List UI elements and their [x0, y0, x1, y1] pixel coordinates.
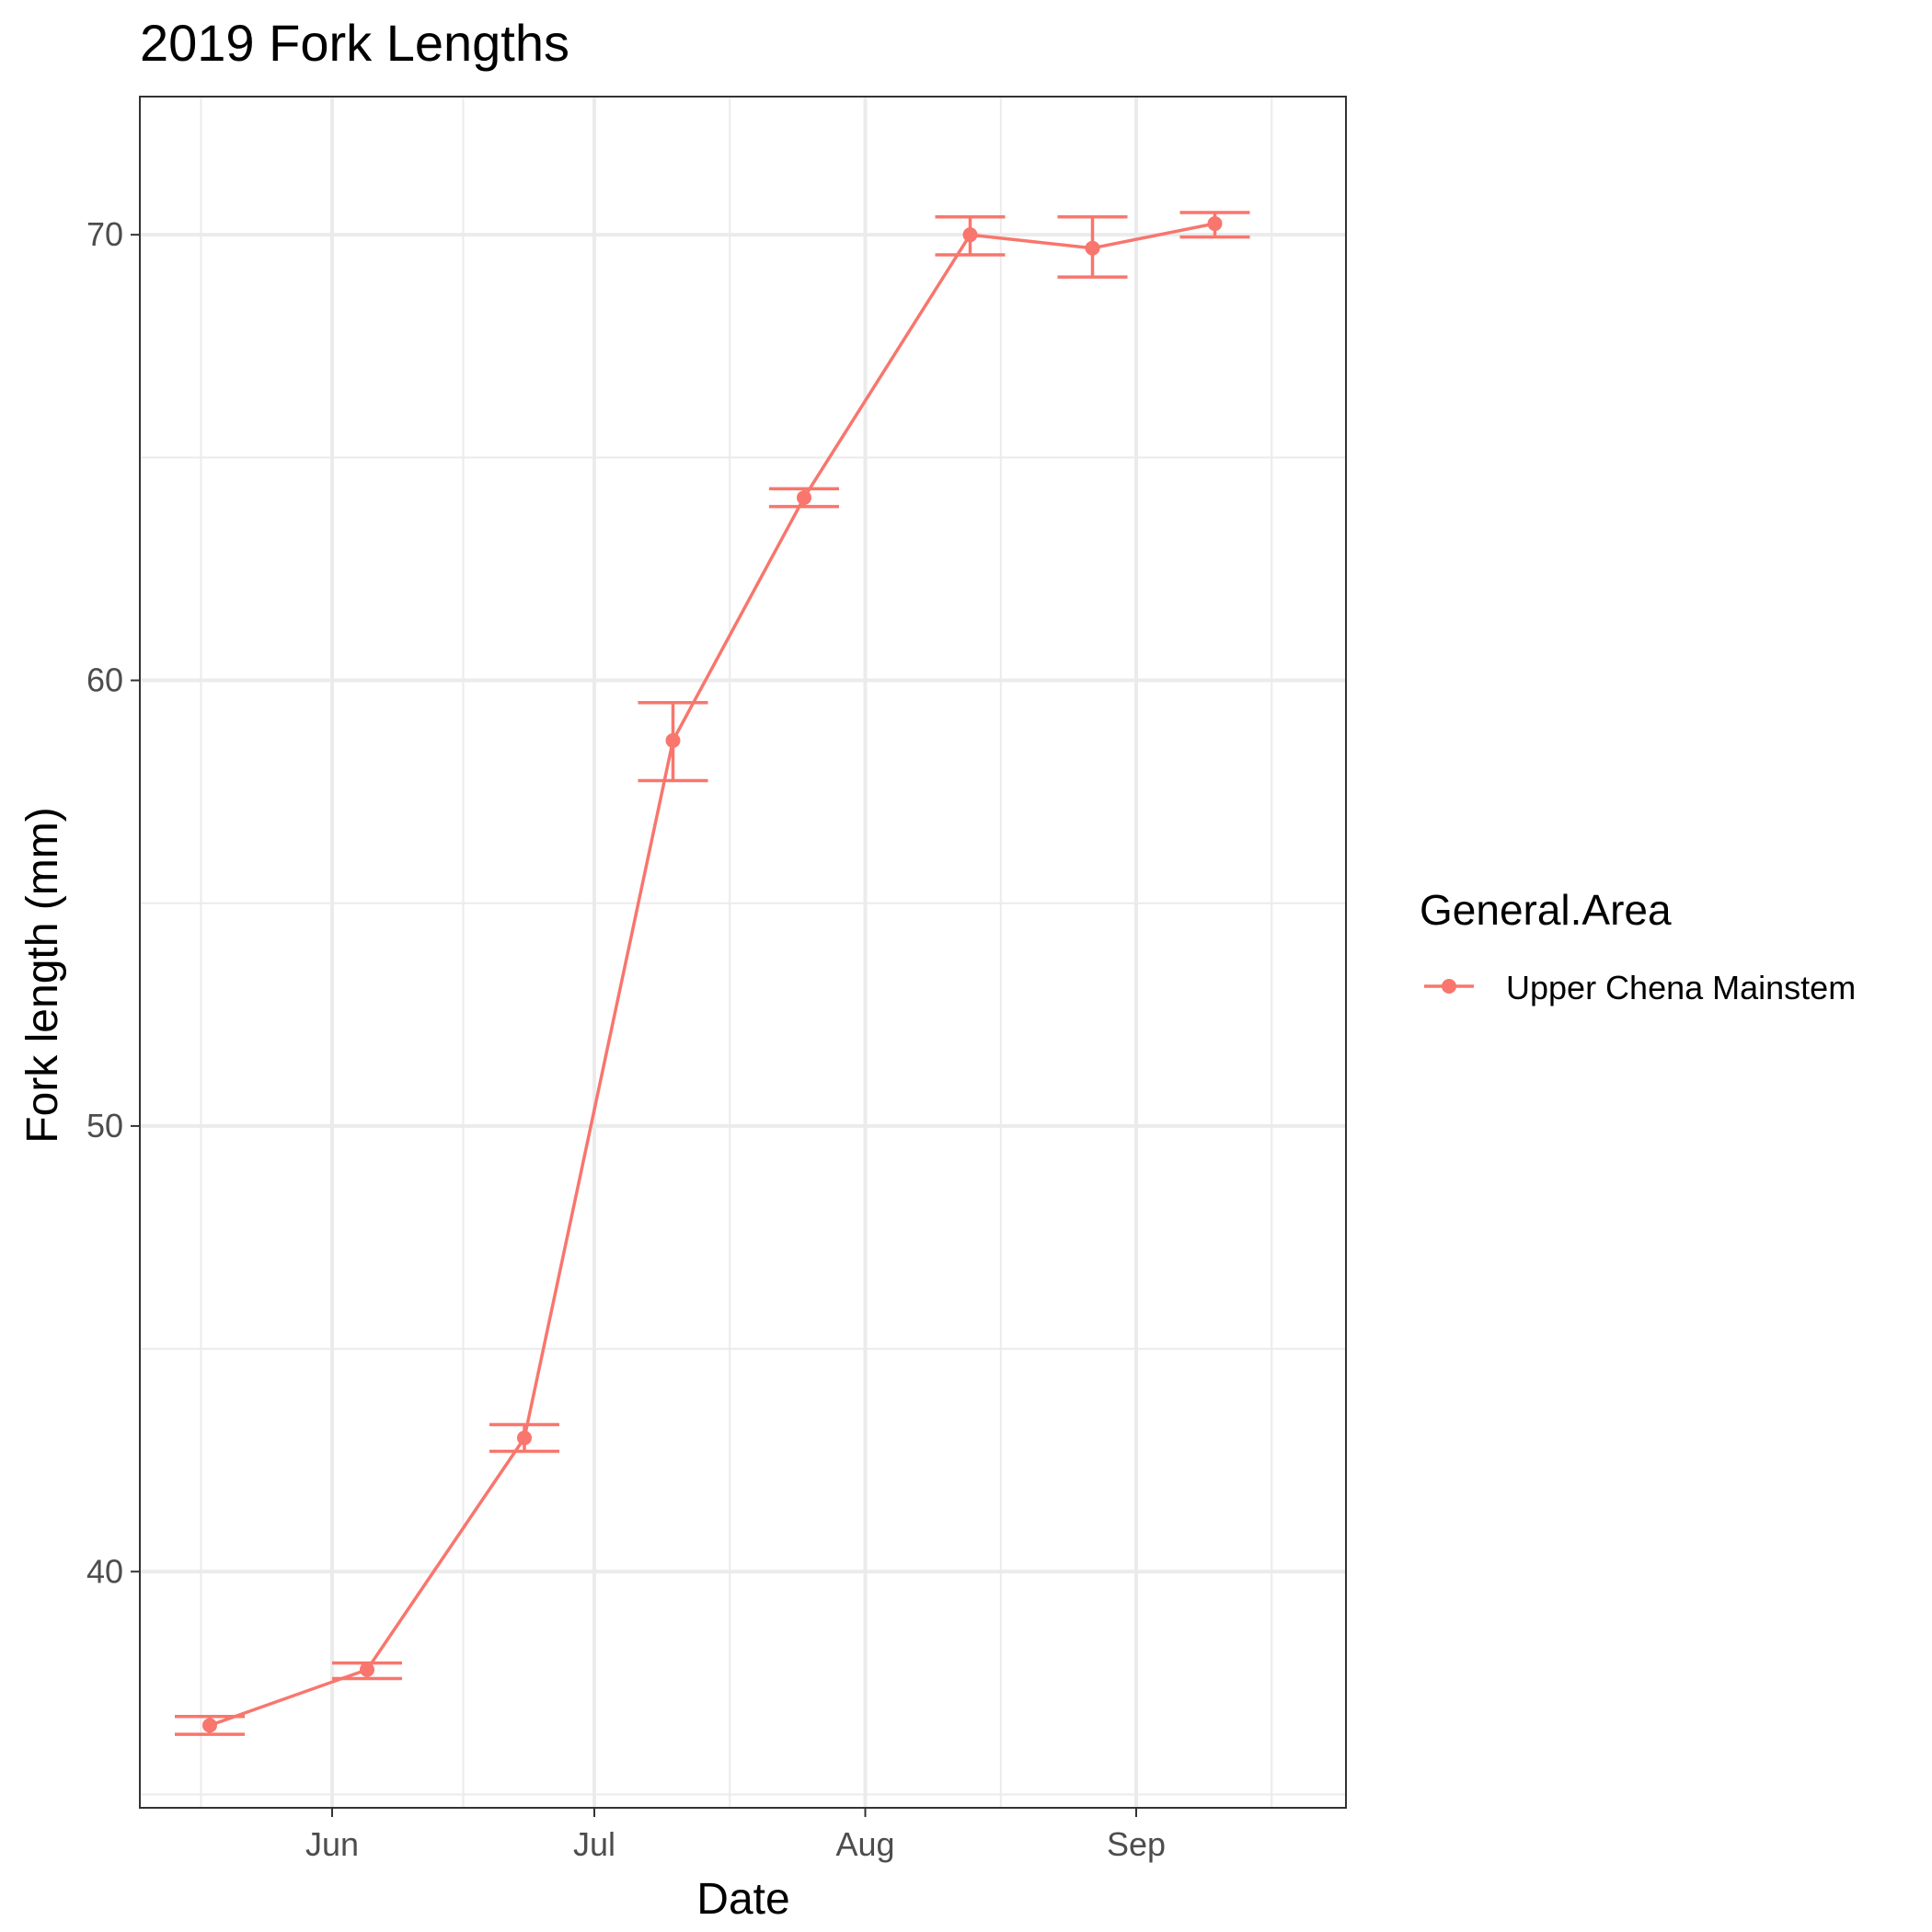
x-axis: Jun Jul Aug Sep	[305, 1808, 1166, 1863]
grid-lines	[140, 97, 1346, 1808]
data-point	[962, 227, 978, 243]
y-tick-label: 50	[86, 1107, 123, 1144]
x-tick-label: Jul	[573, 1825, 615, 1863]
legend-title: General.Area	[1420, 886, 1672, 934]
x-tick-label: Jun	[305, 1825, 359, 1863]
x-axis-title: Date	[696, 1875, 789, 1924]
panel-border	[139, 96, 1347, 1809]
y-tick-label: 70	[86, 215, 123, 253]
data-point	[360, 1662, 374, 1677]
data-point	[665, 732, 681, 748]
y-axis: 40 50 60 70	[86, 215, 140, 1590]
y-tick-label: 40	[86, 1552, 123, 1590]
x-tick-label: Sep	[1107, 1825, 1166, 1863]
y-tick-label: 60	[86, 661, 123, 699]
legend-key-point	[1442, 979, 1456, 994]
legend-key	[1424, 979, 1474, 994]
series-line	[209, 222, 1215, 1728]
chart-title: 2019 Fork Lengths	[140, 14, 569, 72]
series-layer	[175, 211, 1250, 1736]
legend-label: Upper Chena Mainstem	[1506, 969, 1856, 1006]
x-tick-label: Aug	[835, 1825, 894, 1863]
y-axis-title: Fork length (mm)	[18, 807, 67, 1143]
data-point	[1085, 240, 1100, 256]
data-point	[517, 1430, 532, 1445]
plot-panel	[139, 96, 1347, 1809]
data-point	[1207, 216, 1223, 232]
data-point	[202, 1718, 217, 1733]
legend: General.Area Upper Chena Mainstem	[1420, 886, 1856, 1006]
data-point	[797, 489, 811, 505]
